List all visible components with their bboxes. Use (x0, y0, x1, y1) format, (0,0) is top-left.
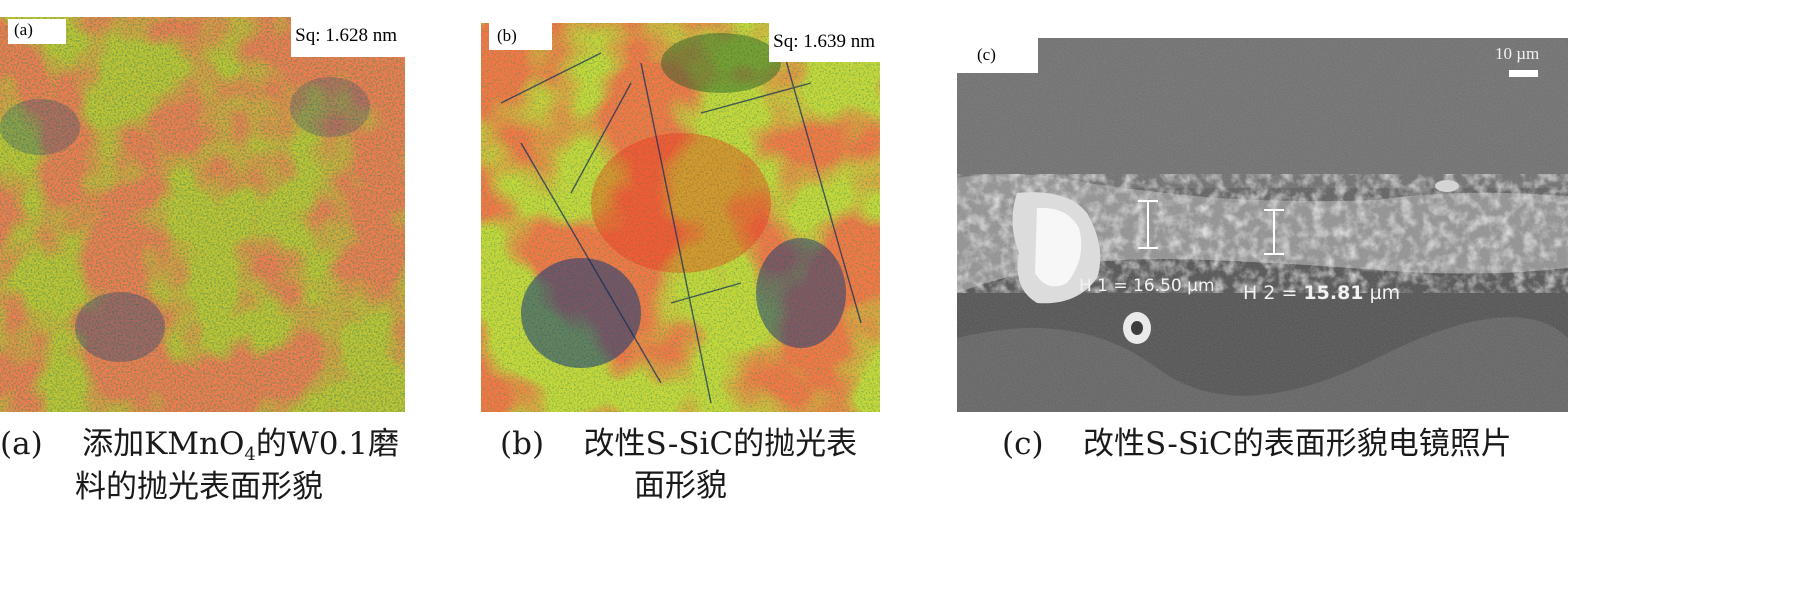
panel-a-label: (a) (8, 19, 66, 44)
caption-c-line1: 改性S-SiC的表面形貌电镜照片 (1082, 426, 1512, 462)
caption-c: (c) 改性S-SiC的表面形貌电镜照片 (1002, 424, 1512, 466)
caption-a-line1-b: 的W0.1磨 (255, 426, 399, 462)
scale-bar-label: 10 µm (1495, 44, 1540, 63)
h1-measurement: H 1 = 16.50 µm (1079, 276, 1215, 296)
afm-image-a: (a) Sq: 1.628 nm (0, 17, 405, 412)
caption-b: (b) 改性S-SiC的抛光表 面形貌 (500, 424, 857, 508)
scale-bar (1509, 70, 1538, 77)
h2-prefix: H 2 = (1243, 282, 1304, 304)
afm-image-b: (b) Sq: 1.639 nm (481, 23, 880, 412)
caption-b-prefix: (b) (500, 426, 545, 462)
panel-c-label: (c) (957, 38, 1038, 73)
sem-image-c: (c) 10 µm H 1 = 16.50 µm H 2 = 15.81 µm (957, 38, 1568, 412)
h2-unit: µm (1363, 282, 1401, 304)
caption-a-subscript: 4 (244, 444, 256, 465)
panel-b-label: (b) (489, 23, 552, 50)
caption-b-line2: 面形貌 (634, 467, 727, 504)
caption-a-prefix: (a) (0, 426, 43, 462)
caption-c-prefix: (c) (1002, 426, 1044, 462)
panel-a-roughness: Sq: 1.628 nm (291, 17, 405, 57)
caption-a-line2: 料的抛光表面形貌 (75, 469, 323, 506)
caption-a: (a) 添加KMnO4的W0.1磨 料的抛光表面形貌 (0, 424, 399, 509)
caption-a-line1-a: 添加KMnO (82, 426, 245, 462)
caption-b-line1: 改性S-SiC的抛光表 (583, 426, 858, 462)
panel-b-roughness: Sq: 1.639 nm (769, 23, 880, 62)
h2-measurement: H 2 = 15.81 µm (1243, 282, 1400, 304)
h2-value: 15.81 (1303, 282, 1364, 304)
